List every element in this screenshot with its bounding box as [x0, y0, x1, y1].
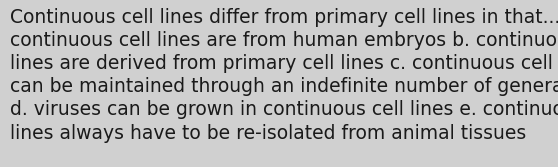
- Text: Continuous cell lines differ from primary cell lines in that... a.
continuous ce: Continuous cell lines differ from primar…: [10, 8, 558, 142]
